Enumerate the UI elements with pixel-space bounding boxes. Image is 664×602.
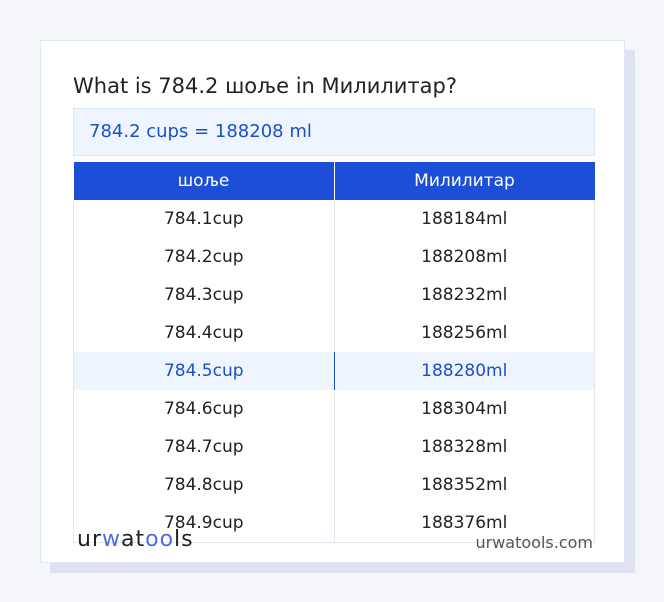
table-cell: 784.5cup (73, 352, 335, 390)
table-cell: 784.3cup (73, 276, 335, 314)
result-box: 784.2 cups = 188208 ml (73, 108, 595, 156)
table-row: 784.3cup 188232ml (73, 276, 595, 314)
table-cell: 784.2cup (73, 238, 335, 276)
table-cell: 188184ml (421, 209, 508, 229)
table-cell: 188256ml (421, 323, 508, 343)
table-cell: 188376ml (421, 513, 508, 533)
table-row: 784.5cup 188280ml (73, 352, 595, 390)
table-row: 784.9cup 188376ml (73, 504, 595, 543)
table-row: 784.8cup 188352ml (73, 466, 595, 504)
table-cell: 784.8cup (73, 466, 335, 504)
table-cell: 188352ml (421, 475, 508, 495)
converter-card: What is 784.2 шоље in Милилитар? 784.2 c… (40, 40, 625, 563)
table-cell: 784.6cup (73, 390, 335, 428)
page-title: What is 784.2 шоље in Милилитар? (73, 74, 458, 98)
table-cell: 784.7cup (73, 428, 335, 466)
table-row: 784.2cup 188208ml (73, 238, 595, 276)
table-cell: 188304ml (421, 399, 508, 419)
table-cell: 188280ml (334, 352, 595, 390)
table-cell: 188208ml (421, 247, 508, 267)
table-cell: 784.1cup (73, 200, 335, 238)
table-cell: 784.9cup (73, 504, 335, 543)
column-header: шоље (73, 162, 335, 200)
column-header: Милилитар (334, 162, 595, 200)
conversion-table: шоље Милилитар 784.1cup 188184ml 784.2cup 1… (73, 162, 595, 543)
table-cell: 188232ml (421, 285, 508, 305)
table-row: 784.1cup 188184ml (73, 200, 595, 238)
site-link[interactable]: urwatools.com (475, 533, 594, 552)
table-cell: 188328ml (421, 437, 508, 457)
table-row: 784.7cup 188328ml (73, 428, 595, 466)
table-cell: 784.4cup (73, 314, 335, 352)
table-row: 784.4cup 188256ml (73, 314, 595, 352)
urwatools-logo[interactable]: urwatools (77, 527, 194, 552)
table-row: 784.6cup 188304ml (73, 390, 595, 428)
